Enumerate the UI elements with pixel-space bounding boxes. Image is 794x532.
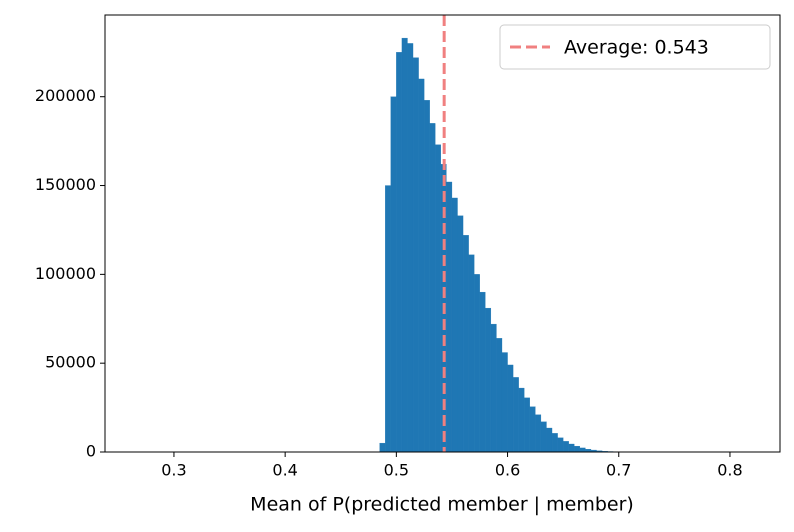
y-tick-label: 200000 — [35, 86, 96, 105]
bar — [446, 181, 453, 453]
bar — [485, 307, 492, 453]
bar — [568, 443, 575, 453]
x-tick-label: 0.3 — [161, 461, 186, 480]
y-tick-label: 0 — [86, 442, 96, 461]
x-tick-label: 0.4 — [272, 461, 297, 480]
y-tick-label: 50000 — [45, 353, 96, 372]
bar — [546, 427, 553, 453]
y-tick-label: 100000 — [35, 264, 96, 283]
bar — [385, 185, 391, 453]
bar — [551, 433, 558, 453]
bar — [579, 447, 586, 453]
bar — [490, 323, 497, 453]
bar — [418, 78, 425, 453]
bar — [451, 197, 458, 453]
bar — [424, 100, 430, 453]
x-axis-label: Mean of P(predicted member | member) — [250, 494, 634, 516]
bar — [479, 291, 486, 453]
bar — [529, 406, 536, 453]
bar — [401, 37, 408, 453]
bar — [468, 254, 475, 453]
bar — [535, 414, 542, 453]
bar — [563, 441, 569, 453]
bar — [518, 387, 525, 453]
legend-label: Average: 0.543 — [564, 37, 709, 59]
bar — [507, 364, 514, 453]
bar — [557, 437, 564, 453]
bar — [407, 43, 414, 453]
bar — [396, 52, 403, 453]
bar — [390, 96, 397, 453]
bar — [462, 235, 469, 453]
bar — [496, 338, 503, 453]
bar — [412, 57, 419, 453]
x-tick-label: 0.8 — [717, 461, 742, 480]
bar — [457, 215, 464, 453]
bar — [524, 397, 530, 453]
bar — [512, 377, 519, 453]
bar — [379, 442, 386, 453]
legend-box — [499, 24, 771, 70]
x-tick-label: 0.7 — [606, 461, 631, 480]
x-tick-label: 0.5 — [384, 461, 409, 480]
bar — [435, 144, 441, 453]
y-tick-label: 150000 — [35, 175, 96, 194]
x-tick-label: 0.6 — [495, 461, 520, 480]
bar — [501, 352, 508, 453]
plot-frame — [104, 14, 781, 453]
bar — [429, 123, 436, 453]
bar — [474, 274, 480, 453]
bar — [574, 445, 580, 453]
bar — [540, 421, 547, 453]
